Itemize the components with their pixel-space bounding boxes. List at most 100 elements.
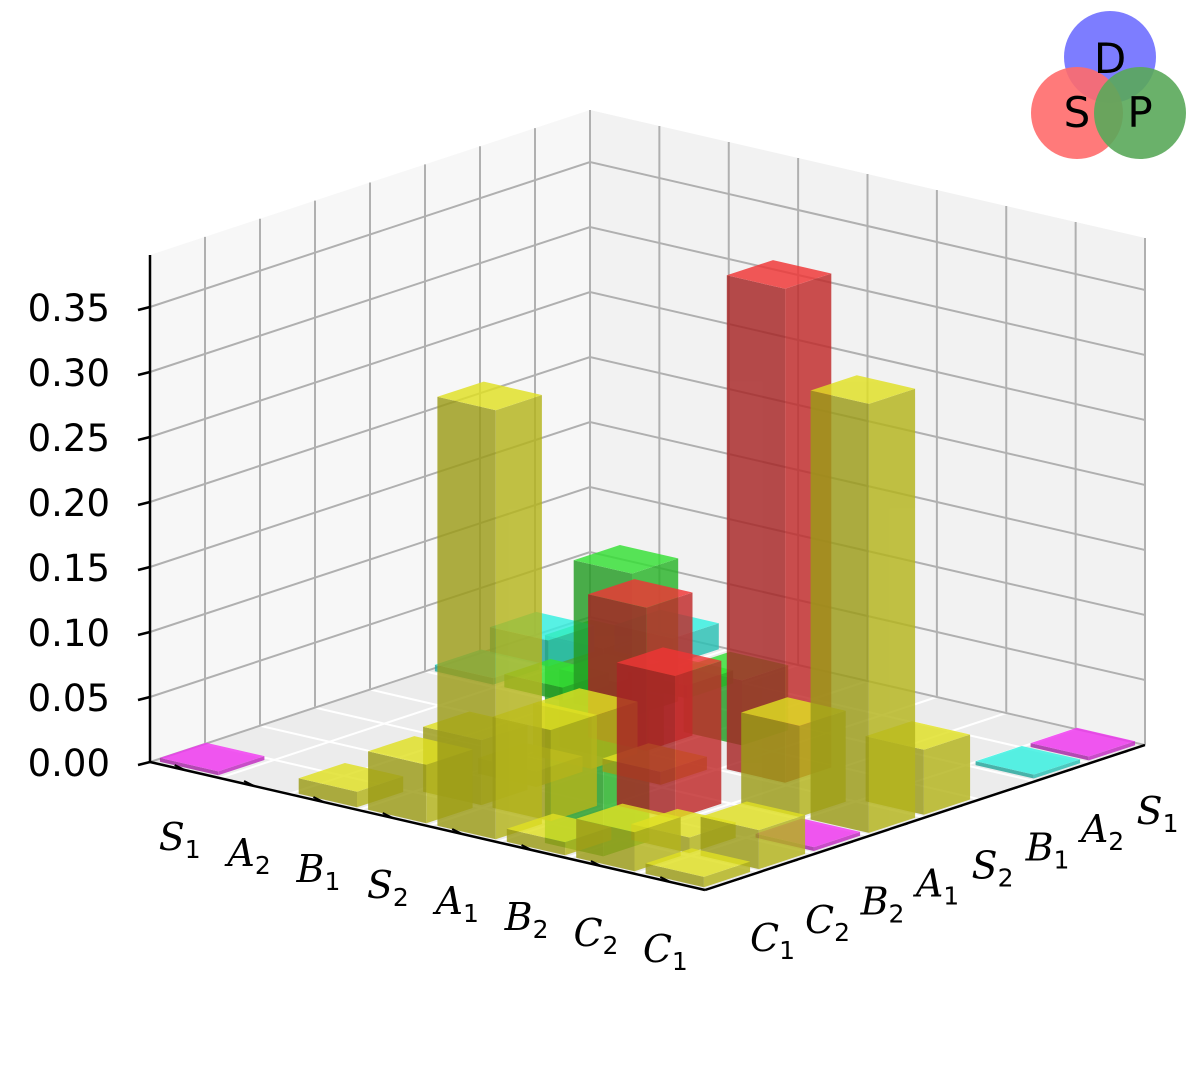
category-label-main: S — [159, 815, 185, 859]
category-label: C1 — [750, 916, 795, 965]
bar — [437, 381, 542, 840]
category-label-sub: 1 — [1163, 809, 1179, 838]
bar-face — [159, 757, 219, 776]
category-label-sub: 1 — [185, 835, 201, 864]
z-tick-label: 0.05 — [28, 677, 110, 720]
category-label: A1 — [913, 862, 959, 911]
category-label-sub: 1 — [779, 936, 795, 965]
z-tick — [137, 305, 151, 312]
bar-top — [700, 801, 806, 831]
category-label-main: S — [367, 863, 393, 907]
z-tick-label: 0.15 — [28, 547, 110, 590]
category-label-sub: 1 — [463, 899, 479, 928]
category-label-main: C — [750, 916, 779, 960]
right-axis-tick — [897, 822, 908, 828]
bar-top — [437, 381, 542, 411]
z-tick-label: 0.35 — [28, 287, 110, 330]
z-tick — [137, 565, 151, 572]
category-label: B2 — [860, 880, 905, 929]
category-label-sub: 2 — [533, 915, 549, 944]
z-tick-label: 0.25 — [28, 417, 110, 460]
category-label-main: A — [913, 862, 943, 906]
category-label-sub: 1 — [1054, 845, 1070, 874]
gridline — [149, 160, 1146, 308]
bar-top — [810, 375, 916, 404]
bar-top — [975, 746, 1081, 775]
category-label-sub: 2 — [1108, 827, 1124, 856]
category-label: S1 — [159, 815, 201, 864]
category-label-sub: 1 — [324, 867, 340, 896]
left-axis-labels: S1 A2 B1 S2 A1 B2 C2 C1 — [159, 764, 688, 976]
z-tick — [137, 500, 151, 507]
bar — [159, 742, 265, 776]
category-label-main: S — [1137, 789, 1163, 833]
bar-face — [218, 756, 265, 776]
bar — [645, 848, 751, 888]
category-label-sub: 2 — [834, 918, 850, 947]
bar-face — [437, 396, 496, 840]
gridline — [149, 485, 1146, 633]
bar-face — [645, 863, 704, 888]
bar-top — [726, 260, 832, 289]
gridline — [149, 225, 1146, 373]
right-axis-tick — [1062, 768, 1073, 774]
category-label-main: C — [805, 898, 834, 942]
right-axis-tick — [842, 840, 853, 846]
category-label: B1 — [296, 847, 341, 896]
category-label-main: B — [296, 847, 325, 891]
category-label-sub: 2 — [255, 851, 271, 880]
z-tick-label: 0.20 — [28, 482, 110, 525]
category-label: A2 — [224, 831, 270, 880]
category-label: S1 — [1137, 789, 1179, 838]
category-label-main: C — [573, 911, 602, 955]
bar-face — [923, 734, 971, 815]
right-axis-tick — [787, 858, 798, 864]
category-label: S2 — [367, 863, 409, 912]
z-tick — [137, 370, 151, 377]
category-label-main: A — [224, 831, 254, 875]
z-tick-label: 0.10 — [28, 612, 110, 655]
left-axis-tick — [451, 828, 463, 835]
gridline — [149, 550, 1146, 698]
bar-top — [588, 579, 693, 608]
left-axis-tick — [312, 796, 324, 803]
z-tick — [137, 695, 151, 702]
bar-face — [810, 390, 869, 833]
venn-label-d: D — [1094, 34, 1126, 83]
bar-face — [1033, 759, 1081, 779]
bar-top — [159, 742, 265, 772]
bar-top — [576, 803, 681, 833]
gridline — [149, 290, 1146, 438]
z-tick — [137, 760, 151, 767]
bar — [1030, 727, 1136, 761]
bar-face — [758, 814, 806, 870]
bar-face — [298, 778, 357, 808]
category-label-sub: 2 — [889, 900, 905, 929]
bar-face — [616, 662, 676, 819]
category-label: A2 — [1078, 807, 1124, 856]
gridline — [149, 420, 1146, 568]
category-label: C2 — [573, 911, 618, 960]
bar-face — [1030, 743, 1089, 761]
bar-face — [675, 660, 722, 819]
bar-top — [1030, 727, 1136, 757]
gridline — [149, 355, 1146, 503]
left-axis-tick — [659, 876, 671, 883]
category-label-main: S — [972, 843, 998, 887]
z-tick — [137, 435, 151, 442]
bar-top — [645, 848, 751, 877]
venn-label-p: P — [1127, 88, 1152, 137]
left-axis-line — [149, 760, 706, 892]
category-label-sub: 1 — [672, 947, 688, 976]
bar-face — [576, 818, 635, 872]
bar-top — [616, 647, 722, 676]
bar — [975, 746, 1081, 779]
category-label-sub: 2 — [998, 863, 1014, 892]
category-label-main: A — [433, 879, 463, 923]
bar-face — [813, 831, 861, 851]
bar-top — [533, 688, 638, 717]
left-axis-tick — [590, 860, 602, 867]
bars-group — [159, 260, 1136, 888]
bar-face — [506, 828, 566, 856]
venn-label-s: S — [1064, 88, 1091, 137]
